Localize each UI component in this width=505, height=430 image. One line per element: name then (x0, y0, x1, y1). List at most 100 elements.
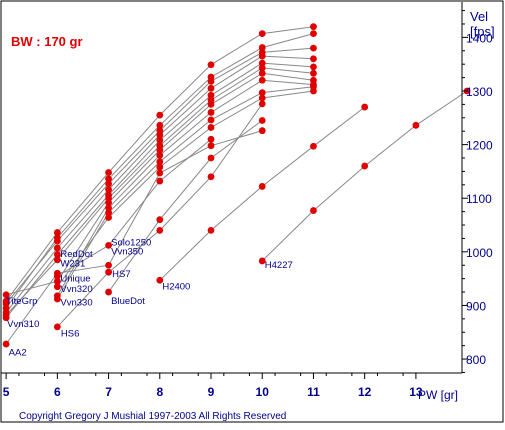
series-label: RedDot (60, 249, 93, 260)
series-line-vvn350 (57, 138, 212, 277)
data-point-bullseye (258, 64, 266, 72)
data-point-w231 (207, 77, 215, 85)
copyright-text: Copyright Gregory J Mushial 1997-2003 Al… (19, 411, 286, 422)
data-point-vvn320 (258, 59, 266, 67)
series-label: Unique (60, 273, 90, 284)
series-label: AA2 (9, 347, 27, 358)
data-point-hs7 (310, 87, 317, 95)
data-point-h2400 (361, 103, 369, 111)
x-tick-label: 11 (307, 385, 320, 399)
data-point-bluedot (258, 117, 266, 124)
data-point-hs6 (258, 100, 266, 108)
data-point-vvn340 (258, 76, 266, 84)
data-point-hs6 (207, 173, 215, 181)
data-point-h4227 (258, 257, 266, 265)
data-point-vvn320 (53, 251, 61, 258)
y-tick-label: 1300 (466, 85, 493, 99)
data-point-hs7 (53, 283, 61, 291)
data-point-vvn350 (105, 242, 112, 249)
x-tick-label: 7 (105, 385, 112, 399)
y-axis-label-line2: [fps] (470, 24, 495, 39)
data-point-titegrp (207, 61, 215, 69)
series-label: W231 (60, 258, 85, 269)
y-tick-label: 1200 (466, 139, 493, 153)
series-line-vvn340 (56, 79, 314, 297)
data-point-h2400 (207, 226, 215, 234)
data-point-vvn350 (207, 135, 215, 143)
x-tick-label: 8 (156, 385, 163, 399)
x-tick-label: 10 (256, 385, 270, 399)
y-axis-label-line1: Vel (470, 9, 488, 24)
data-point-vvn320 (310, 63, 317, 71)
data-point-aa2 (258, 127, 266, 135)
data-point-bullseye (53, 256, 61, 264)
data-point-vvn320 (156, 136, 164, 144)
data-point-hs7 (207, 124, 215, 131)
data-point-hs6 (156, 226, 164, 234)
series-label: BlueDot (111, 296, 145, 307)
data-point-w231 (2, 300, 10, 308)
data-point-h4227 (412, 121, 420, 129)
data-point-hs7 (105, 214, 112, 221)
data-point-h2400 (310, 142, 317, 150)
series-label: Vvn330 (60, 297, 92, 308)
series-label: HS7 (112, 269, 130, 280)
series-label: TiteGrp (6, 296, 37, 307)
data-point-bullseye (310, 69, 317, 77)
data-point-bluedot (207, 154, 215, 162)
data-point-hs6 (105, 268, 112, 276)
data-point-vvn310 (156, 146, 164, 154)
data-point-solo1250 (207, 116, 215, 124)
data-point-titegrp (258, 30, 266, 38)
series-points (2, 23, 471, 348)
data-point-solo1250 (258, 89, 266, 97)
data-point-hs6 (53, 323, 61, 331)
data-point-unique (207, 84, 215, 92)
y-tick-label: 1100 (466, 192, 492, 206)
data-point-hs7 (156, 163, 164, 171)
data-point-h4227 (361, 162, 369, 170)
data-point-unique (156, 131, 164, 139)
series-line-aa2 (5, 130, 263, 345)
data-point-vvn310 (2, 291, 10, 299)
data-point-reddot (156, 121, 164, 129)
data-point-vvn310 (258, 69, 266, 77)
data-point-h4227 (310, 207, 317, 214)
data-point-aa2 (53, 269, 61, 277)
data-point-reddot (258, 44, 266, 51)
data-point-vvn340 (105, 204, 112, 212)
data-point-vvn350 (156, 177, 164, 185)
data-point-solo1250 (53, 295, 61, 303)
data-point-h2400 (156, 276, 164, 284)
series-label: H2400 (162, 281, 190, 292)
x-tick-label: 6 (54, 385, 61, 399)
data-point-vvn310 (207, 101, 215, 108)
data-point-unique (310, 55, 317, 63)
data-point-solo1250 (156, 158, 164, 166)
x-tick-label: 12 (358, 385, 372, 399)
data-point-aa2 (156, 169, 164, 177)
data-point-h2400 (258, 183, 266, 190)
y-tick-label: 900 (466, 299, 486, 313)
data-point-vvn340 (156, 151, 164, 159)
x-tick-label: 9 (208, 385, 215, 399)
data-point-w231 (105, 180, 112, 188)
data-point-vvn340 (207, 109, 215, 116)
data-point-unique (53, 244, 61, 252)
data-point-bluedot (156, 216, 164, 224)
data-point-vvn310 (53, 277, 61, 285)
y-tick-label: 1400 (466, 31, 493, 45)
series-label: Vvn310 (7, 319, 39, 330)
x-tick-label: 13 (409, 385, 423, 399)
data-point-aa2 (207, 142, 215, 150)
x-axis-label: PW [gr] (418, 388, 458, 402)
chart-title: BW : 170 gr (11, 34, 83, 49)
data-point-unique (105, 186, 112, 194)
series-label: H4227 (265, 260, 293, 271)
data-point-solo1250 (105, 209, 112, 217)
